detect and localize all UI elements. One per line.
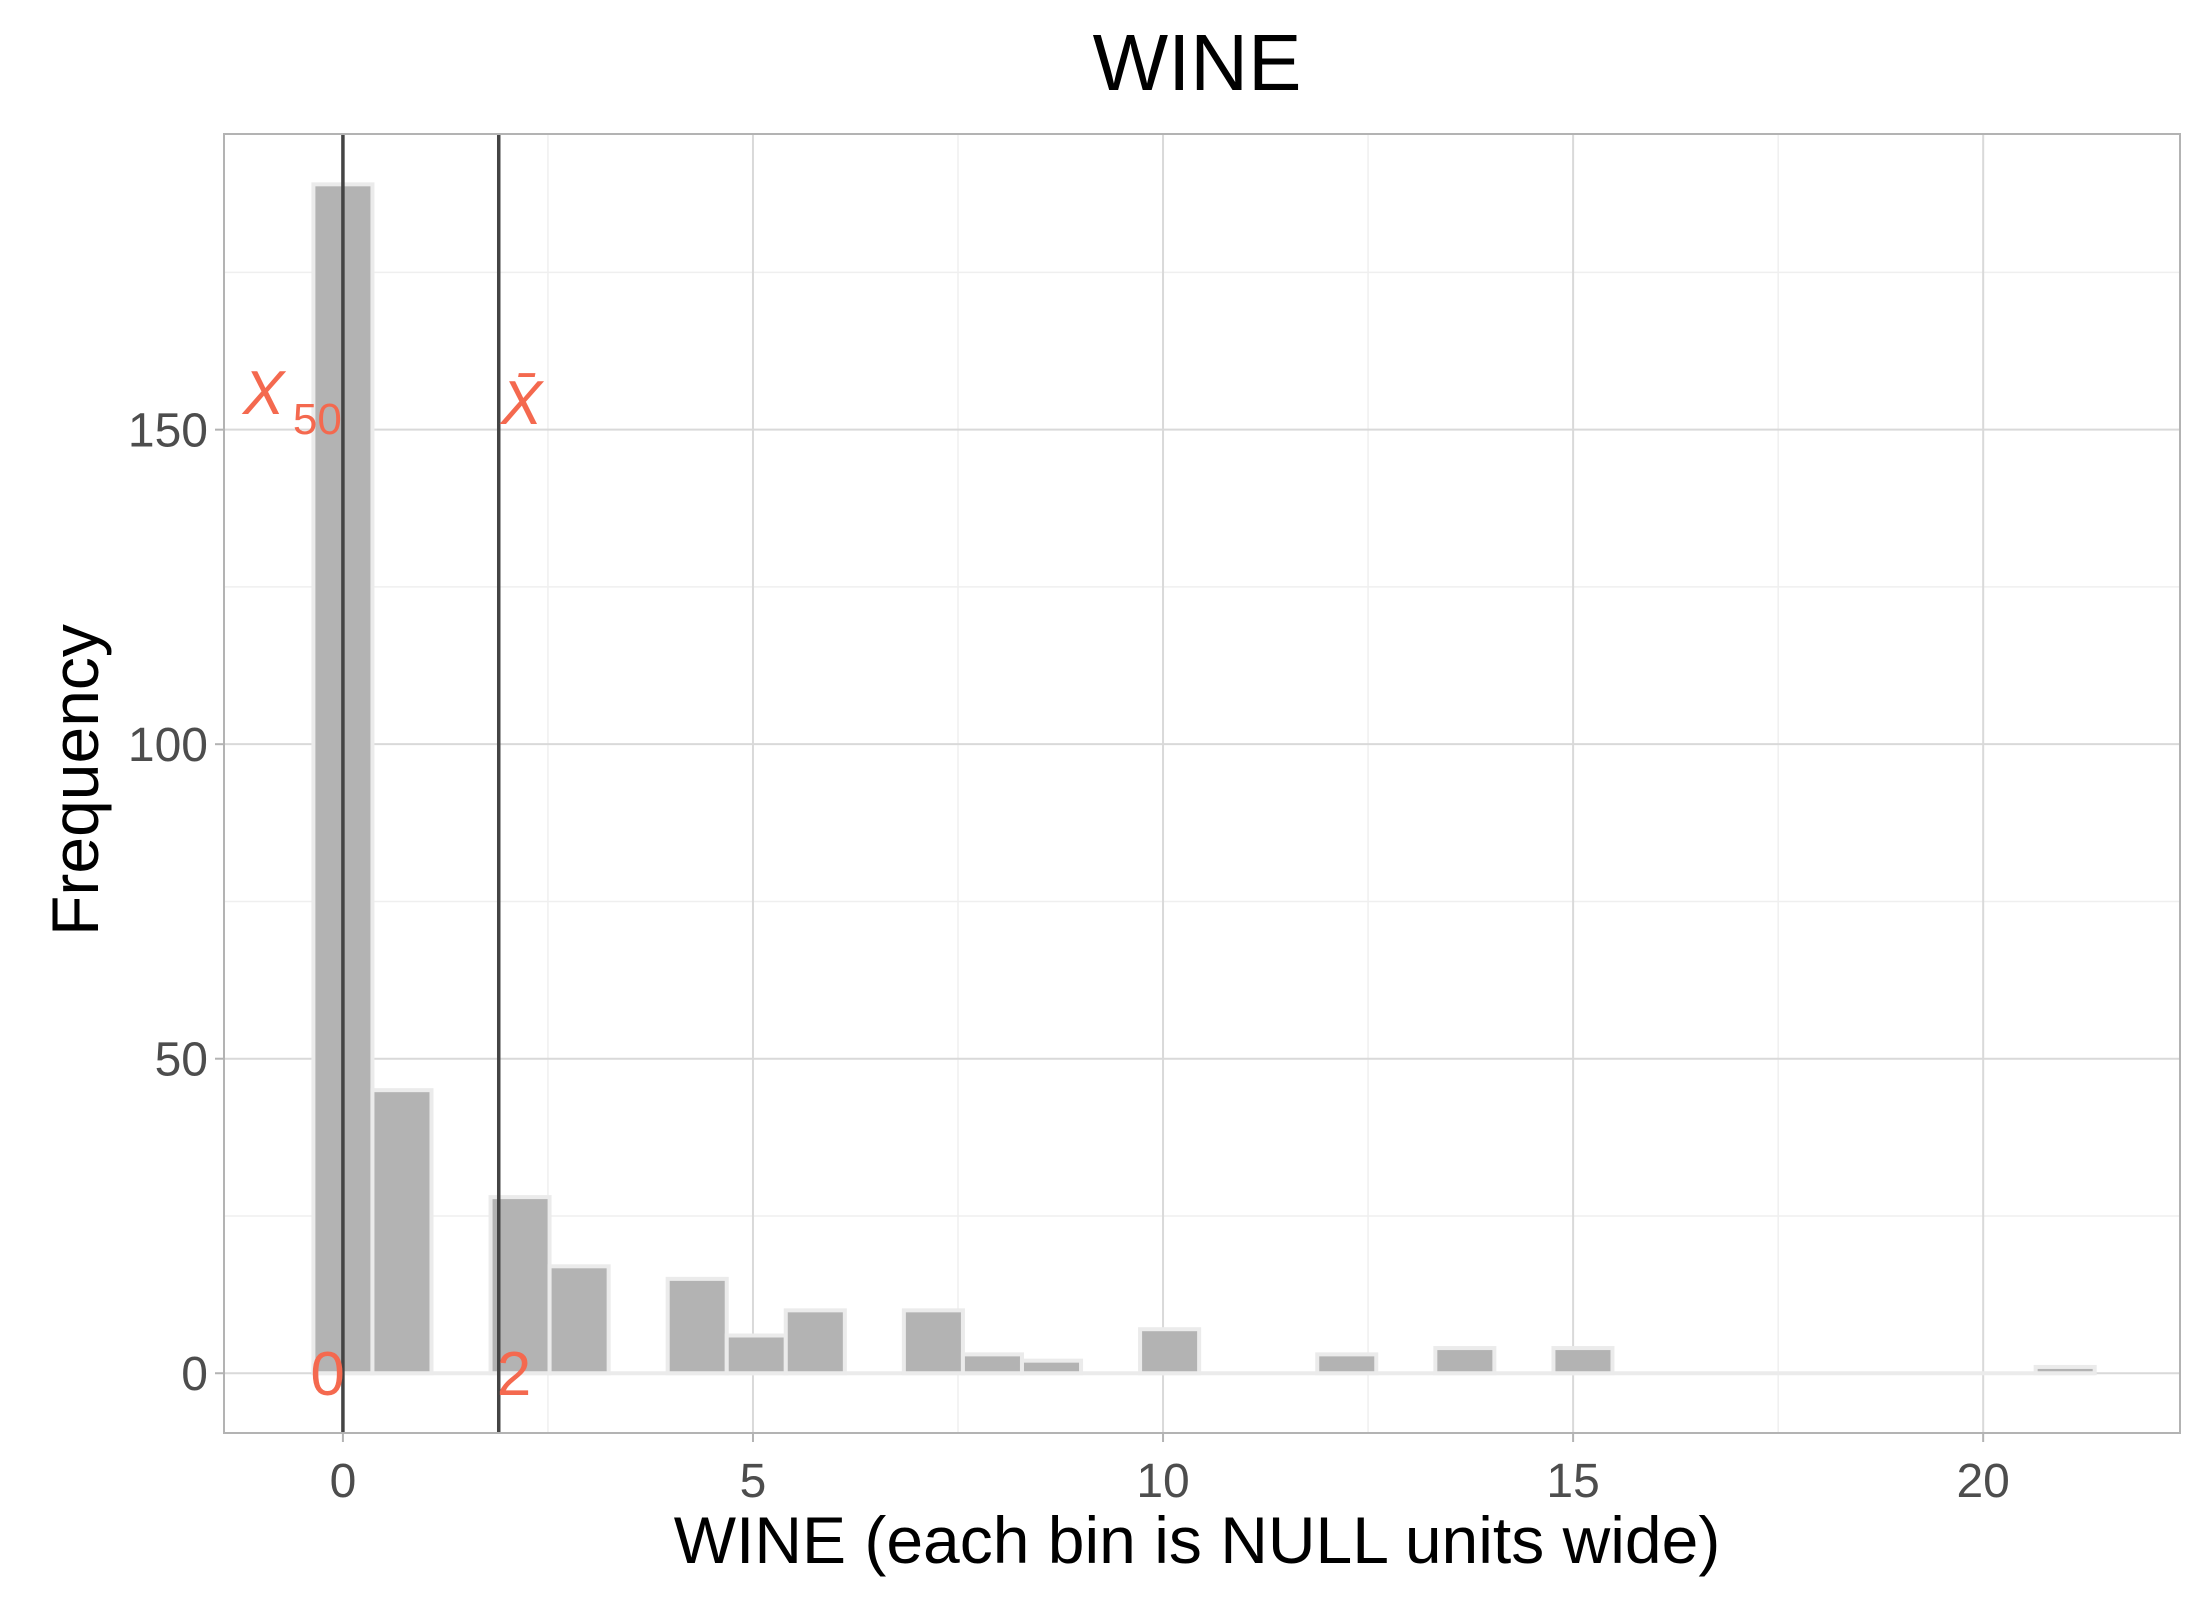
- histogram-bar: [1315, 1352, 1379, 1376]
- y-tick-label: 100: [128, 719, 208, 772]
- x-tick-label: 5: [740, 1455, 767, 1508]
- histogram-bar: [724, 1333, 788, 1376]
- histogram-bar: [1138, 1327, 1202, 1376]
- y-tick-label: 50: [155, 1034, 208, 1087]
- histogram-bar: [1433, 1346, 1497, 1376]
- y-tick-label: 150: [128, 405, 208, 458]
- histogram-bar: [901, 1308, 965, 1376]
- x-axis-title: WINE (each bin is NULL units wide): [674, 1503, 1721, 1577]
- histogram-bar: [370, 1088, 434, 1376]
- median-value-label: 0: [310, 1340, 344, 1409]
- x-tick-label: 10: [1136, 1455, 1189, 1508]
- x-tick-label: 15: [1546, 1455, 1599, 1508]
- mean-symbol-label: X̄: [499, 369, 545, 438]
- histogram-bar: [1019, 1358, 1084, 1376]
- panel-border: [223, 133, 2181, 1434]
- histogram-bar: [2033, 1364, 2097, 1376]
- histogram-bar: [547, 1264, 611, 1376]
- histogram-bar: [665, 1276, 729, 1376]
- chart-title: WINE: [1093, 18, 1302, 107]
- histogram-bar: [960, 1352, 1024, 1376]
- median-symbol-subscript: 50: [293, 395, 342, 444]
- reference-lines: 0 X 50 2 X̄: [241, 134, 545, 1433]
- y-axis-title: Frequency: [38, 624, 112, 936]
- x-tick-label: 20: [1956, 1455, 2009, 1508]
- histogram-bar: [783, 1308, 847, 1376]
- median-symbol-label: X: [241, 359, 287, 428]
- histogram-bar: [1551, 1346, 1615, 1376]
- x-tick-label: 0: [330, 1455, 357, 1508]
- mean-value-label: 2: [497, 1340, 531, 1409]
- y-tick-label: 0: [181, 1348, 208, 1401]
